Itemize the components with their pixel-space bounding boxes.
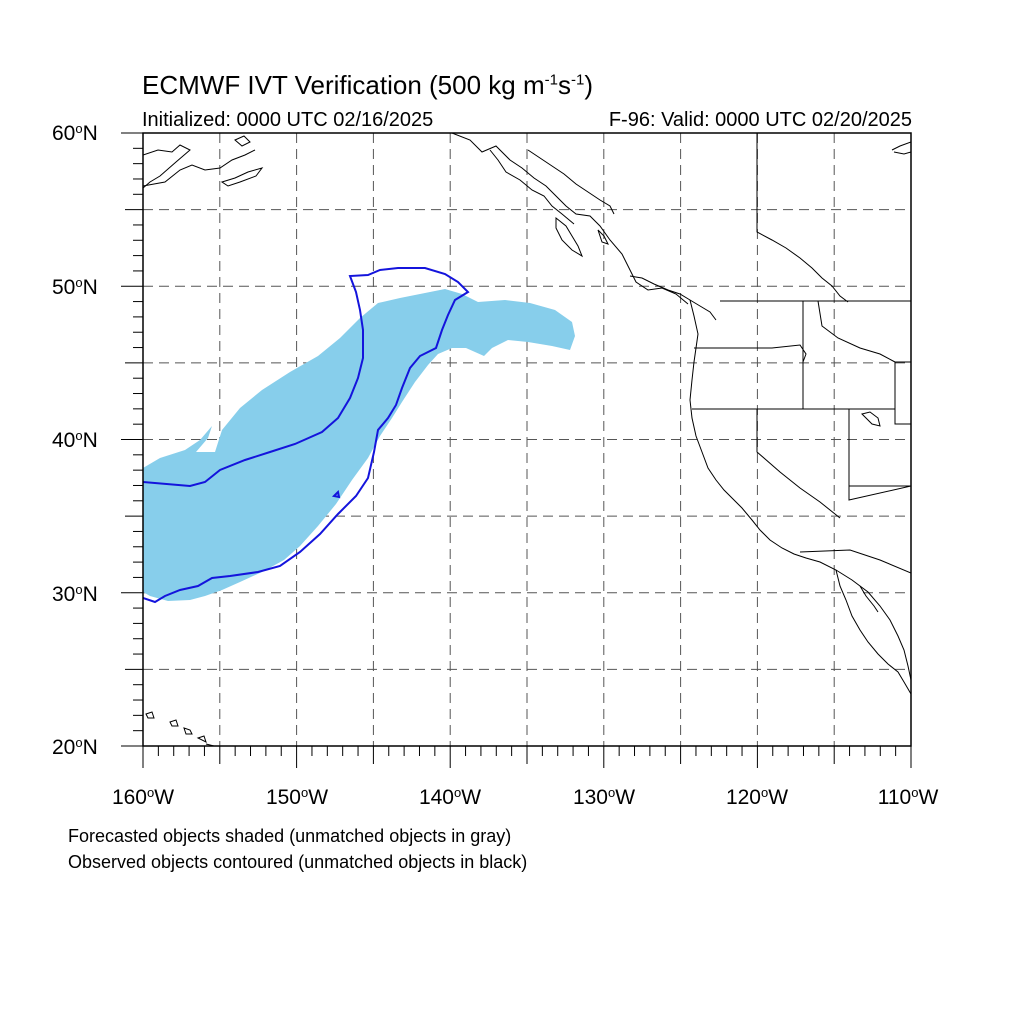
lon-label-160w: 160oW [111,785,175,809]
forecast-object-shading [143,289,575,601]
lat-label-30n: 30oN [52,582,98,606]
lon-label-110w: 110oW [877,785,939,809]
lat-label-20n: 20oN [52,735,98,759]
note-forecast: Forecasted objects shaded (unmatched obj… [68,826,512,846]
lat-label-40n: 40oN [52,428,98,452]
lon-label-130w: 130oW [572,785,636,809]
initialized-time: Initialized: 0000 UTC 02/16/2025 [142,109,434,131]
political-boundaries [527,133,911,574]
map-title: ECMWF IVT Verification (500 kg m-1s-1) [142,70,593,100]
lat-label-60n: 60oN [52,121,98,145]
valid-time: F-96: Valid: 0000 UTC 02/20/2025 [608,109,912,131]
lon-label-140w: 140oW [418,785,482,809]
lat-label-50n: 50oN [52,275,98,299]
lon-label-120w: 120oW [725,785,789,809]
coastlines [143,133,911,746]
note-observed: Observed objects contoured (unmatched ob… [68,852,528,872]
lon-label-150w: 150oW [265,785,329,809]
observed-object-contour [143,267,470,604]
observed-object-small-contour [331,489,341,499]
axis-ticks [121,132,912,768]
